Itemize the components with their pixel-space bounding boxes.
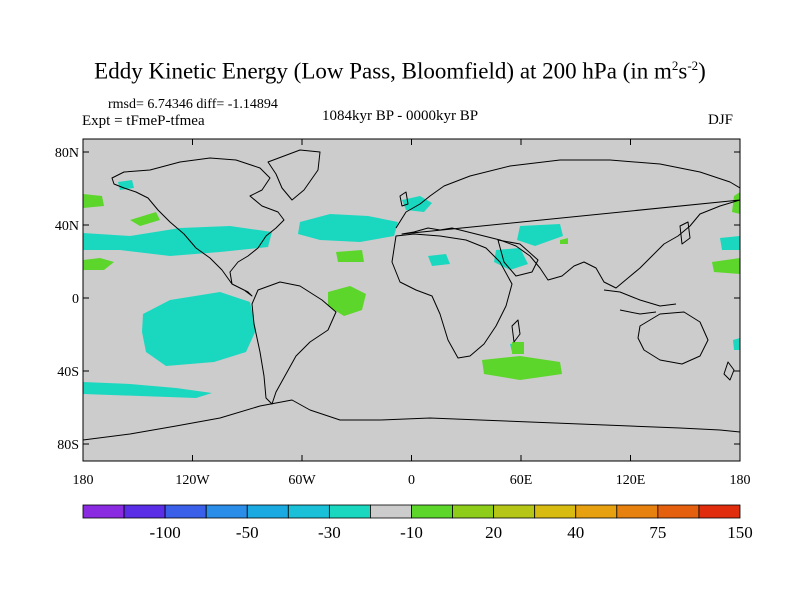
anomaly-region (712, 258, 740, 274)
colorbar-swatch (657, 504, 700, 519)
y-tick-label: 80S (57, 438, 79, 453)
coastline-indonesia (603, 289, 677, 315)
anomaly-region (336, 250, 364, 262)
colorbar-swatch (287, 504, 330, 519)
x-tick-label: 120E (616, 473, 646, 488)
colorbar-swatch (493, 504, 536, 519)
y-axis: 80N 40N 0 40S 80S (55, 146, 740, 453)
anomaly-field (83, 180, 740, 398)
anomaly-region (83, 258, 114, 270)
colorbar-swatch (575, 504, 618, 519)
y-tick-label: 40S (57, 365, 79, 380)
colorbar-swatch (82, 504, 125, 519)
y-tick-label: 0 (72, 292, 79, 307)
colorbar-swatch (616, 504, 659, 519)
anomaly-region (720, 236, 740, 250)
colorbar-swatch (164, 504, 207, 519)
colorbar-label: 20 (485, 523, 502, 542)
x-axis: 180 120W 60W 0 60E 120E 180 (73, 139, 751, 488)
colorbar-swatch (123, 504, 166, 519)
colorbar-label: -50 (236, 523, 259, 542)
coastline-antarctica (83, 399, 740, 441)
anomaly-region (83, 382, 212, 398)
coastline-south-america (251, 281, 337, 405)
experiment-label: Expt = tFmeP-tfmea (82, 113, 205, 129)
anomaly-region (428, 254, 450, 266)
coastline-australia (637, 311, 709, 365)
colorbar-label: -30 (318, 523, 341, 542)
x-tick-label: 60W (288, 473, 316, 488)
anomaly-region (560, 238, 568, 244)
x-tick-label: 0 (408, 473, 415, 488)
anomaly-region (732, 192, 740, 214)
anomaly-region (142, 292, 256, 366)
coastline-madagascar (511, 319, 521, 343)
coastline-arabia (497, 239, 539, 277)
coastline-japan (679, 221, 691, 245)
coastline-british-isles (399, 191, 409, 207)
colorbar-swatch (452, 504, 495, 519)
anomaly-region (130, 212, 160, 226)
colorbar-swatch (205, 504, 248, 519)
colorbar-swatch (411, 504, 453, 519)
x-tick-label: 120W (175, 473, 210, 488)
colorbar: -100 -50 -30 -10 20 40 75 150 (82, 504, 753, 542)
colorbar-label: 75 (649, 523, 666, 542)
anomaly-region (298, 214, 398, 242)
colorbar-label: 150 (727, 523, 753, 542)
x-tick-label: 180 (730, 473, 751, 488)
anomaly-region (512, 342, 524, 354)
coastline-new-zealand (723, 361, 735, 381)
anomaly-region (517, 224, 563, 246)
colorbar-swatch (328, 504, 371, 519)
colorbar-swatch (370, 504, 412, 519)
anomaly-region (83, 194, 104, 208)
x-tick-label: 180 (73, 473, 94, 488)
anomaly-region (494, 248, 528, 270)
stats-text: rmsd= 6.74346 diff= -1.14894 (108, 97, 278, 112)
period-label: 1084kyr BP - 0000kyr BP (322, 108, 479, 124)
anomaly-region (328, 286, 366, 316)
anomaly-region (482, 356, 562, 380)
colorbar-swatch (698, 504, 741, 519)
y-tick-label: 80N (55, 146, 79, 161)
coastline-north-america (111, 157, 285, 297)
colorbar-label: -100 (150, 523, 181, 542)
y-tick-label: 40N (55, 219, 79, 234)
x-tick-label: 60E (510, 473, 533, 488)
colorbar-label: 40 (567, 523, 584, 542)
coastlines (83, 149, 740, 441)
coastline-africa (391, 233, 513, 359)
season-label: DJF (708, 112, 734, 128)
colorbar-swatch (246, 504, 289, 519)
colorbar-swatch (534, 504, 577, 519)
colorbar-label: -10 (400, 523, 423, 542)
anomaly-region (83, 226, 272, 256)
coastline-eurasia (395, 159, 740, 289)
map-title: Eddy Kinetic Energy (Low Pass, Bloomfiel… (94, 58, 706, 84)
anomaly-region (733, 338, 740, 350)
coastline-greenland (267, 149, 321, 201)
